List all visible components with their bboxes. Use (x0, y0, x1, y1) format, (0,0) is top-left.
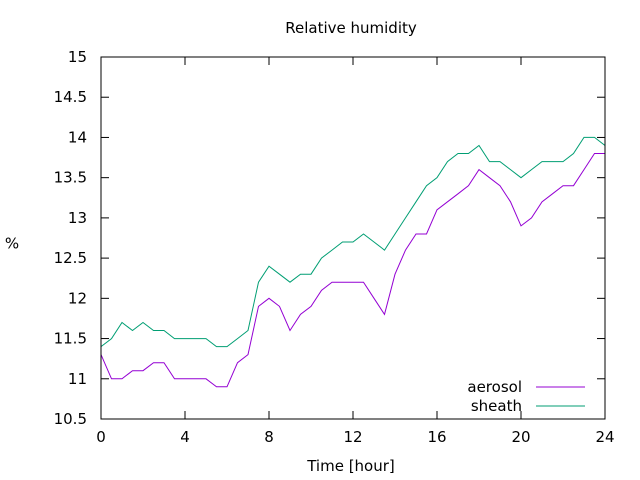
y-tick-label: 15 (68, 48, 87, 66)
y-axis-label: % (5, 235, 19, 253)
legend-label-aerosol: aerosol (467, 378, 522, 396)
series-line-aerosol (100, 153, 605, 388)
x-tick-label: 0 (96, 428, 106, 446)
chart-title: Relative humidity (285, 19, 417, 37)
plot-area-frame (100, 56, 606, 420)
x-tick-label: 20 (511, 428, 530, 446)
y-tick-label: 14 (68, 128, 87, 146)
y-tick-label: 13 (68, 209, 87, 227)
x-tick-label: 24 (595, 428, 614, 446)
series-line-sheath (100, 136, 606, 348)
x-tick-label: 16 (427, 428, 446, 446)
y-tick-label: 10.5 (54, 410, 87, 428)
y-tick-label: 14.5 (54, 88, 87, 106)
x-axis-label: Time [hour] (306, 457, 395, 475)
y-tick-label: 12 (68, 289, 87, 307)
x-tick-label: 8 (264, 428, 274, 446)
y-tick-label: 12.5 (54, 249, 87, 267)
x-tick-label: 12 (343, 428, 362, 446)
x-tick-label: 4 (180, 428, 190, 446)
legend-label-sheath: sheath (471, 397, 522, 415)
y-tick-label: 11.5 (54, 330, 87, 348)
y-tick-label: 11 (68, 370, 87, 388)
axis-ticks: 10.5 11 11.5 12 12.5 13 13.5 14 14.5 15 0 4 8 12 16 20 2… (54, 48, 615, 446)
y-tick-label: 13.5 (54, 169, 87, 187)
series-lines (100, 136, 606, 388)
